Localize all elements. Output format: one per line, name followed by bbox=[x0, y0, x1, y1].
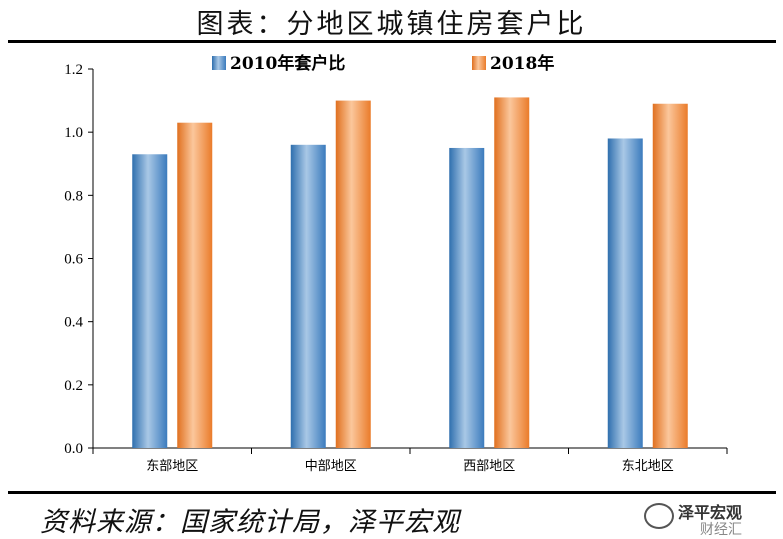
bar bbox=[177, 122, 213, 449]
x-category-label: 中部地区 bbox=[305, 459, 357, 474]
bar bbox=[335, 100, 371, 448]
bar bbox=[449, 147, 485, 449]
y-tick-label: 1.2 bbox=[64, 62, 83, 78]
wechat-icon bbox=[644, 503, 674, 529]
y-tick-label: 0.4 bbox=[64, 315, 83, 331]
y-tick-label: 0.0 bbox=[64, 441, 83, 457]
bar bbox=[494, 97, 530, 449]
x-category-label: 西部地区 bbox=[463, 459, 515, 474]
bar bbox=[290, 144, 326, 449]
x-category-label: 东北地区 bbox=[622, 459, 674, 474]
legend: 2010年套户比 2018年 bbox=[212, 53, 554, 74]
bottom-rule bbox=[8, 491, 776, 494]
source-note: 资料来源：国家统计局，泽平宏观 bbox=[40, 507, 460, 538]
legend-label: 2010年套户比 bbox=[230, 53, 345, 74]
y-tick-label: 0.8 bbox=[64, 188, 83, 204]
legend-swatch bbox=[472, 56, 486, 70]
legend-label: 2018年 bbox=[490, 53, 554, 74]
legend-swatch bbox=[212, 56, 226, 70]
bar bbox=[607, 138, 643, 448]
x-category-label: 东部地区 bbox=[146, 459, 198, 474]
bar bbox=[652, 103, 688, 448]
y-tick-label: 0.2 bbox=[64, 378, 83, 394]
watermark: 泽平宏观 财经汇 bbox=[640, 497, 782, 539]
y-tick-label: 0.6 bbox=[64, 252, 83, 268]
bars bbox=[132, 97, 688, 449]
watermark-line2: 财经汇 bbox=[700, 522, 742, 538]
top-rule bbox=[8, 40, 776, 43]
bar bbox=[132, 154, 168, 448]
y-tick-label: 1.0 bbox=[64, 125, 83, 141]
chart-title: 图表：分地区城镇住房套户比 bbox=[196, 9, 587, 40]
watermark-line1: 泽平宏观 bbox=[678, 503, 743, 522]
